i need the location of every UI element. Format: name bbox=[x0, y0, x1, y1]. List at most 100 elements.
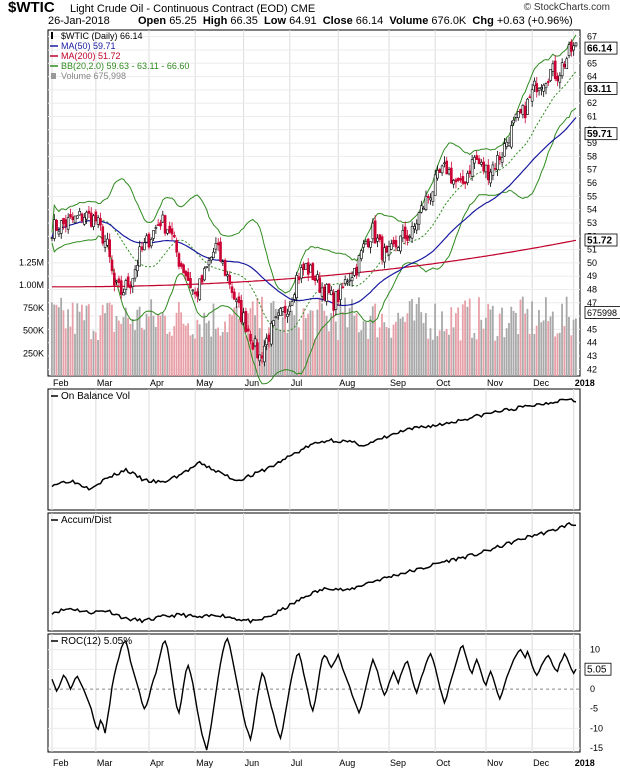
volume-bar bbox=[385, 326, 388, 376]
candle-body bbox=[330, 290, 333, 296]
volume-bar bbox=[374, 303, 376, 376]
candle-body bbox=[71, 216, 75, 221]
candle-body bbox=[113, 272, 116, 286]
candle-body bbox=[147, 233, 151, 248]
volume-bar bbox=[76, 303, 79, 376]
candle-body bbox=[143, 242, 146, 251]
candle-body bbox=[159, 222, 162, 227]
volume-bar bbox=[207, 320, 210, 376]
volume-bar bbox=[198, 324, 201, 376]
candle-body bbox=[283, 305, 287, 314]
candle-body bbox=[163, 215, 167, 234]
volume-bar bbox=[519, 299, 522, 376]
volume-bar bbox=[124, 307, 127, 376]
volume-bar bbox=[94, 332, 97, 376]
x-tick-label: Nov bbox=[487, 378, 504, 388]
volume-bar bbox=[524, 313, 527, 376]
volume-bar bbox=[316, 309, 319, 376]
candle-body bbox=[189, 278, 192, 289]
x-tick-label: Oct bbox=[436, 378, 451, 388]
volume-bar bbox=[150, 299, 153, 376]
candle-body bbox=[413, 226, 416, 230]
candle-body bbox=[295, 275, 298, 299]
candle-body bbox=[523, 105, 527, 119]
x-tick-label: Jun bbox=[245, 378, 260, 388]
candle-body bbox=[334, 291, 338, 310]
candle-body bbox=[145, 235, 148, 243]
candle-body bbox=[175, 240, 178, 253]
volume-bar bbox=[508, 322, 510, 376]
volume-bar bbox=[115, 316, 118, 376]
volume-bar bbox=[318, 297, 321, 376]
volume-bar bbox=[295, 298, 298, 376]
candle-body bbox=[436, 169, 439, 179]
volume-bar bbox=[510, 306, 513, 376]
volume-bar bbox=[360, 330, 363, 376]
candle-body bbox=[87, 210, 91, 214]
volume-bar bbox=[436, 336, 439, 376]
price-marker-box bbox=[584, 233, 618, 247]
change-label: Chg bbox=[472, 15, 494, 27]
price-y-tick: 54 bbox=[587, 205, 597, 215]
candle-body bbox=[410, 226, 414, 239]
candle-body bbox=[108, 239, 112, 258]
volume-bar bbox=[471, 337, 473, 376]
volume-bar bbox=[212, 303, 215, 376]
candle-body bbox=[461, 176, 465, 184]
stockcharts-credit[interactable]: © StockCharts.com bbox=[523, 2, 610, 13]
candle-body bbox=[392, 239, 395, 245]
volume-bar bbox=[424, 313, 427, 376]
volume-bar bbox=[159, 315, 162, 376]
candle-body bbox=[482, 161, 485, 172]
candle-body bbox=[269, 323, 273, 345]
candle-body bbox=[106, 238, 109, 246]
candle-body bbox=[431, 191, 435, 202]
candle-body bbox=[242, 312, 245, 324]
x-tick-label: Oct bbox=[436, 758, 451, 768]
volume-bar bbox=[344, 297, 346, 376]
volume-bar bbox=[272, 301, 275, 376]
volume-bar bbox=[568, 316, 570, 376]
candle-body bbox=[256, 342, 259, 359]
candle-body bbox=[401, 230, 405, 239]
candle-body bbox=[346, 281, 349, 284]
volume-bar bbox=[134, 330, 136, 376]
volume-bar bbox=[166, 333, 169, 376]
candle-body bbox=[184, 270, 188, 277]
candle-body bbox=[279, 308, 282, 316]
volume-bar bbox=[307, 313, 310, 376]
volume-bar bbox=[168, 331, 171, 376]
candle-body bbox=[493, 168, 497, 170]
candle-body bbox=[263, 345, 266, 363]
accum-dist-line bbox=[51, 521, 577, 624]
candle-body bbox=[366, 238, 370, 248]
volume-bar bbox=[468, 298, 471, 376]
x-tick-label: Feb bbox=[53, 758, 69, 768]
roc-y-tick: 0 bbox=[590, 684, 595, 694]
x-tick-label: Sep bbox=[390, 758, 406, 768]
candle-body bbox=[216, 242, 220, 246]
candle-body bbox=[565, 58, 569, 69]
candle-body bbox=[438, 168, 442, 173]
volume-bar bbox=[431, 339, 434, 376]
candle-body bbox=[429, 197, 432, 201]
candle-body bbox=[537, 87, 541, 92]
candle-body bbox=[503, 143, 506, 157]
candle-body bbox=[336, 290, 340, 303]
price-y-tick: 48 bbox=[587, 285, 597, 295]
volume-bar bbox=[138, 306, 141, 376]
volume-bar bbox=[78, 311, 81, 376]
candle-body bbox=[316, 274, 319, 281]
candle-body bbox=[348, 279, 352, 282]
volume-value: 676.0K bbox=[431, 15, 467, 27]
candle-body bbox=[385, 245, 389, 253]
candle-body bbox=[415, 223, 419, 231]
volume-bar bbox=[544, 297, 547, 376]
volume-bar bbox=[328, 331, 330, 376]
candle-body bbox=[191, 289, 195, 292]
candle-body bbox=[332, 292, 335, 311]
candle-body bbox=[341, 286, 345, 289]
volume-bar bbox=[561, 303, 563, 376]
price-marker-label: 59.71 bbox=[587, 129, 612, 140]
volume-bar bbox=[547, 321, 550, 376]
